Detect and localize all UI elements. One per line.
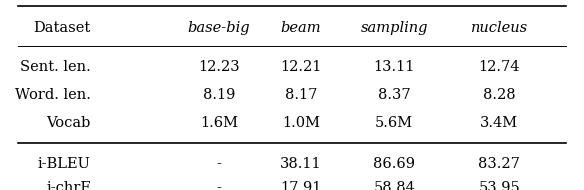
Text: 58.84: 58.84 — [373, 181, 415, 190]
Text: 8.37: 8.37 — [378, 88, 411, 102]
Text: 8.17: 8.17 — [284, 88, 317, 102]
Text: Sent. len.: Sent. len. — [20, 60, 91, 74]
Text: 12.74: 12.74 — [478, 60, 520, 74]
Text: beam: beam — [280, 21, 321, 35]
Text: -: - — [217, 181, 221, 190]
Text: 38.11: 38.11 — [280, 157, 322, 171]
Text: i-chrF: i-chrF — [46, 181, 91, 190]
Text: 1.6M: 1.6M — [200, 116, 238, 130]
Text: nucleus: nucleus — [471, 21, 528, 35]
Text: 53.95: 53.95 — [478, 181, 520, 190]
Text: i-BLEU: i-BLEU — [37, 157, 91, 171]
Text: sampling: sampling — [360, 21, 428, 35]
Text: Word. len.: Word. len. — [15, 88, 91, 102]
Text: Vocab: Vocab — [46, 116, 91, 130]
Text: -: - — [217, 157, 221, 171]
Text: 12.23: 12.23 — [198, 60, 240, 74]
Text: 1.0M: 1.0M — [281, 116, 320, 130]
Text: 8.28: 8.28 — [483, 88, 516, 102]
Text: Dataset: Dataset — [33, 21, 91, 35]
Text: 8.19: 8.19 — [203, 88, 235, 102]
Text: 17.91: 17.91 — [280, 181, 321, 190]
Text: 83.27: 83.27 — [478, 157, 520, 171]
Text: 3.4M: 3.4M — [480, 116, 519, 130]
Text: 5.6M: 5.6M — [375, 116, 413, 130]
Text: 13.11: 13.11 — [374, 60, 415, 74]
Text: 86.69: 86.69 — [373, 157, 415, 171]
Text: base-big: base-big — [187, 21, 251, 35]
Text: 12.21: 12.21 — [280, 60, 321, 74]
